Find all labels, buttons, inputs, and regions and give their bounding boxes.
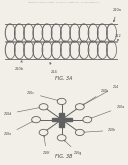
Text: 210f: 210f	[43, 136, 50, 155]
Bar	[52, 118, 72, 121]
Circle shape	[57, 135, 66, 141]
Text: 210e: 210e	[3, 121, 33, 136]
Circle shape	[75, 104, 84, 110]
Text: FIG. 3A: FIG. 3A	[55, 76, 73, 81]
Text: 214: 214	[83, 85, 119, 105]
Circle shape	[75, 129, 84, 136]
Text: Patent Application Publication   May 10, 2011  Sheet 1 of 7   US 2011/0108604 A1: Patent Application Publication May 10, 2…	[28, 1, 100, 3]
Text: 210g: 210g	[64, 140, 82, 155]
Circle shape	[32, 116, 40, 123]
Text: 212: 212	[115, 34, 122, 41]
Circle shape	[39, 104, 48, 110]
Text: 210b: 210b	[83, 89, 109, 105]
Text: FIG. 3B: FIG. 3B	[55, 154, 73, 159]
Circle shape	[39, 129, 48, 136]
Circle shape	[83, 116, 92, 123]
Text: 210c: 210c	[27, 91, 58, 101]
Text: 210d: 210d	[3, 107, 40, 116]
Text: 210a: 210a	[90, 105, 125, 119]
Text: 210b: 210b	[15, 61, 24, 71]
Text: 210a: 210a	[113, 8, 122, 22]
Text: 210h: 210h	[83, 128, 116, 133]
Circle shape	[57, 98, 66, 105]
Bar	[59, 113, 64, 127]
Text: 214: 214	[50, 63, 57, 74]
